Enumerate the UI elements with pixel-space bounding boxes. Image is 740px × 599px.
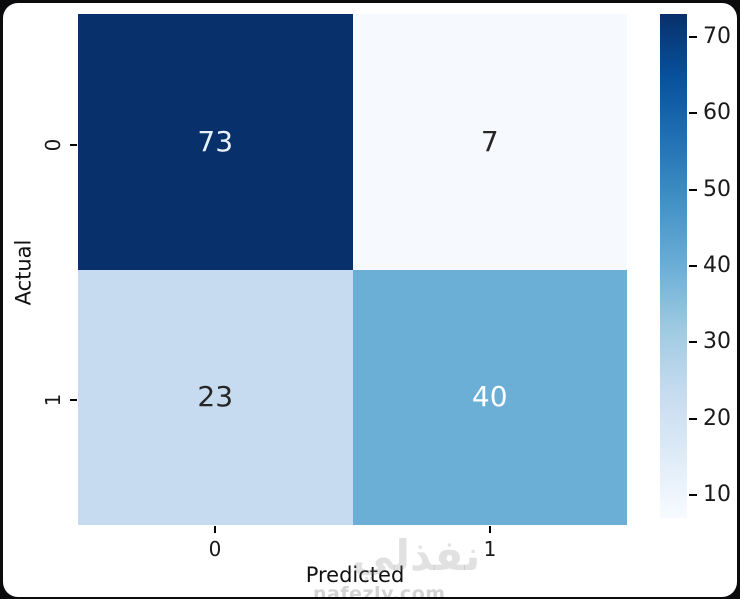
cell-value: 40 <box>471 380 508 414</box>
cell-value: 73 <box>197 124 234 158</box>
colorbar-tick-mark <box>689 188 697 191</box>
colorbar-gradient <box>660 14 687 518</box>
heatmap-plot-area: 73 7 23 40 <box>78 14 627 525</box>
x-tick-label-0: 0 <box>208 537 222 561</box>
x-axis-tick-mark <box>214 526 216 533</box>
colorbar-tick-container: 10 20 30 40 50 60 70 <box>687 14 737 518</box>
colorbar-tick-mark <box>689 112 697 115</box>
colorbar-tick-label: 10 <box>703 482 731 508</box>
cell-value: 23 <box>197 380 234 414</box>
colorbar-tick-label: 30 <box>703 329 731 355</box>
colorbar-tick-mark <box>689 417 697 420</box>
heatmap-cell-actual0-predicted0: 73 <box>78 14 353 270</box>
confusion-matrix-figure: 73 7 23 40 0 1 0 1 Actual Predicted 10 20… <box>3 3 737 597</box>
x-axis-title: Predicted <box>305 563 405 587</box>
colorbar-tick-label: 60 <box>703 100 731 126</box>
colorbar-tick-mark <box>689 341 697 344</box>
x-axis-tick-mark <box>489 526 491 533</box>
heatmap-cell-actual1-predicted0: 23 <box>78 269 353 525</box>
cell-value: 7 <box>480 124 499 158</box>
x-tick-label-1: 1 <box>483 537 497 561</box>
colorbar-tick-label: 70 <box>703 23 731 49</box>
y-axis-tick-mark <box>70 144 77 146</box>
colorbar-tick-mark <box>689 265 697 267</box>
colorbar-tick-mark <box>689 35 697 38</box>
colorbar-tick-label: 40 <box>703 253 731 278</box>
colorbar-tick-mark <box>689 494 697 497</box>
y-tick-label-1: 1 <box>41 393 65 407</box>
colorbar-tick-label: 50 <box>703 176 731 202</box>
heatmap-cell-actual0-predicted1: 7 <box>352 14 627 270</box>
y-tick-label-0: 0 <box>41 138 65 152</box>
y-axis-title: Actual <box>11 239 36 306</box>
colorbar-tick-label: 20 <box>703 405 731 431</box>
y-axis-tick-mark <box>70 399 77 401</box>
heatmap-cell-actual1-predicted1: 40 <box>352 269 627 525</box>
